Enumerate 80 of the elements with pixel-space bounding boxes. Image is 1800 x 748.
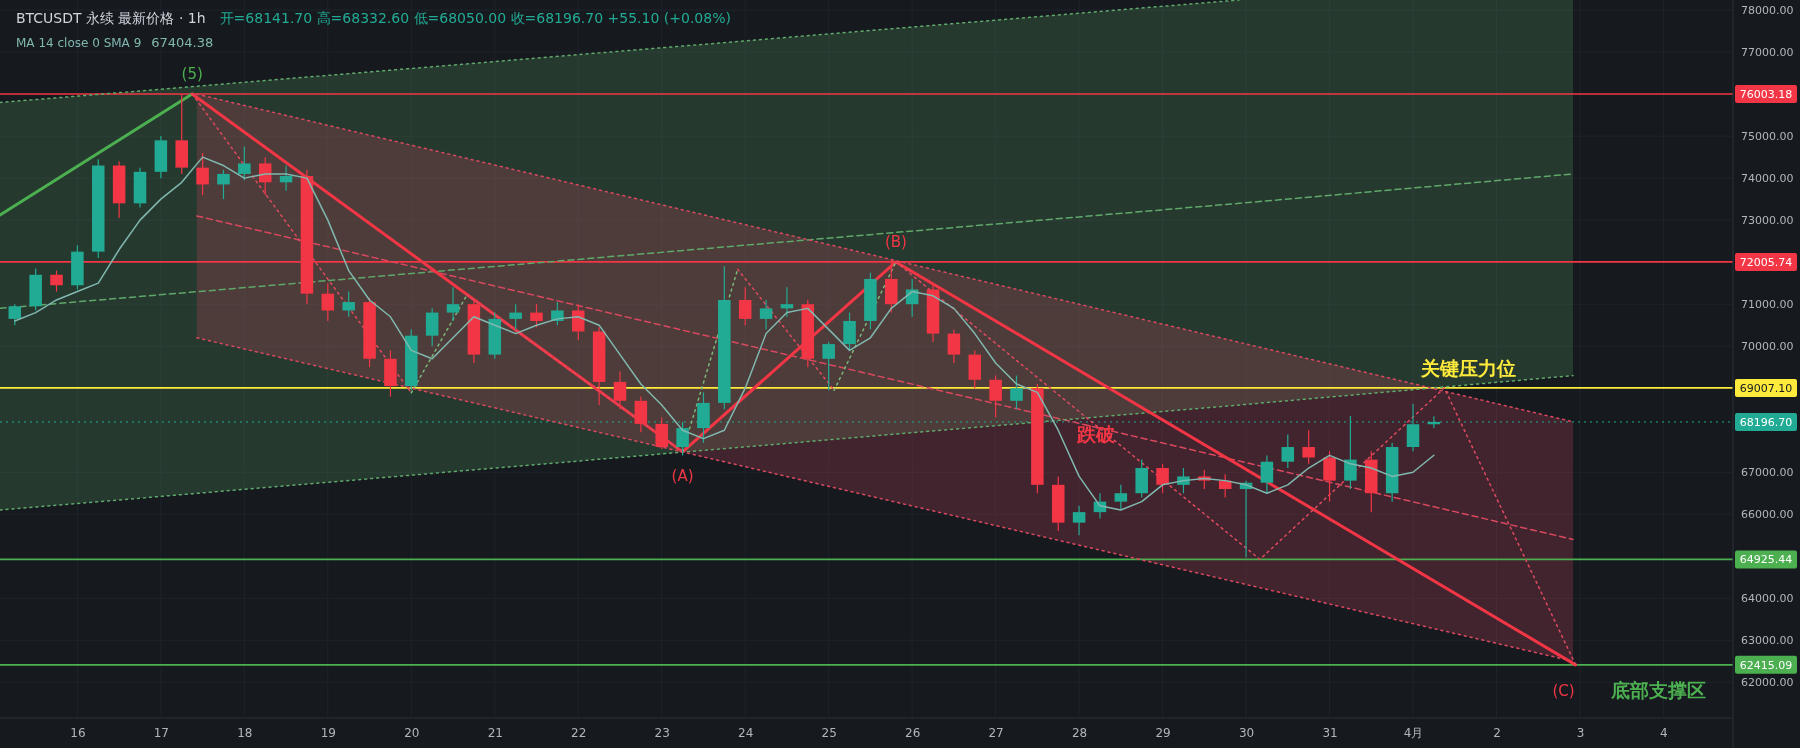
annotation: 底部支撑区 <box>1610 679 1707 702</box>
annotation: (C) <box>1552 682 1575 701</box>
y-tick-label: 67000.00 <box>1741 466 1794 480</box>
text: BTCUSDT 永续 最新价格 · 1h <box>16 10 206 26</box>
candlestick <box>238 146 251 181</box>
x-tick-label: 4 <box>1660 725 1668 740</box>
text: 开=68141.70 高=68332.60 低=68050.00 收=68196.70 +55.10 (+0.08%) <box>219 10 731 26</box>
ref-line-label: 76003.18 <box>1739 87 1793 101</box>
candlestick <box>571 303 585 341</box>
y-tick-label: 70000.00 <box>1741 340 1794 354</box>
y-tick-label: 62000.00 <box>1741 676 1794 690</box>
text: MA 14 close 0 SMA 9 <box>16 36 142 50</box>
annotation: (A) <box>671 467 694 486</box>
x-tick-label: 19 <box>320 725 336 740</box>
y-tick-label: 74000.00 <box>1741 172 1794 186</box>
candlestick <box>634 396 648 433</box>
x-tick-label: 21 <box>487 725 503 740</box>
candlestick <box>759 299 773 330</box>
candlestick <box>1260 454 1274 494</box>
annotation: 关键压力位 <box>1420 356 1517 379</box>
x-tick-label: 22 <box>571 725 587 740</box>
x-tick-label: 3 <box>1576 725 1585 740</box>
x-tick-label: 17 <box>153 725 170 740</box>
y-tick-label: 77000.00 <box>1741 46 1794 60</box>
candlestick <box>530 303 543 328</box>
candlestick <box>613 370 627 410</box>
candlestick <box>780 286 794 318</box>
x-tick-label: 24 <box>738 725 754 740</box>
y-tick-label: 63000.00 <box>1741 634 1794 648</box>
annotation: 跌破 <box>1076 423 1117 446</box>
candlestick <box>1114 484 1128 511</box>
candlestick <box>321 282 335 322</box>
candlestick <box>822 341 835 391</box>
candlestick <box>217 169 230 200</box>
candlestick <box>947 328 961 364</box>
x-tick-label: 27 <box>988 725 1004 740</box>
candlestick <box>196 152 209 196</box>
ref-line-label: 68196.70 <box>1739 415 1793 429</box>
candlestick <box>342 290 355 318</box>
annotation: (B) <box>884 233 907 252</box>
candlestick <box>738 286 752 326</box>
candlestick <box>1010 375 1023 410</box>
candlestick <box>843 311 856 351</box>
candlestick <box>1323 450 1336 503</box>
ref-line-label: 64925.44 <box>1739 553 1793 567</box>
candlestick <box>1072 505 1086 536</box>
y-tick-label: 75000.00 <box>1741 130 1794 144</box>
x-tick-label: 18 <box>237 725 253 740</box>
annotation: 67404.38 <box>151 35 214 50</box>
candlestick <box>446 286 460 322</box>
candlestick <box>50 269 63 293</box>
candlestick <box>279 164 293 192</box>
candlestick <box>1156 463 1169 494</box>
y-tick-label: 71000.00 <box>1741 298 1794 312</box>
candlestick <box>425 307 439 347</box>
x-tick-label: 4月 <box>1403 725 1424 740</box>
x-tick-label: 28 <box>1071 725 1088 740</box>
y-tick-label: 66000.00 <box>1741 508 1794 522</box>
x-tick-label: 23 <box>654 725 670 740</box>
annotation: (5) <box>181 65 203 84</box>
x-tick-label: 31 <box>1322 725 1338 740</box>
candlestick <box>509 303 522 330</box>
candlestick <box>655 417 668 450</box>
candlestick <box>1281 433 1295 469</box>
candlestick <box>989 375 1002 419</box>
ref-line-label: 72005.74 <box>1739 255 1793 269</box>
x-tick-label: 26 <box>905 725 921 740</box>
x-tick-label: 20 <box>404 725 420 740</box>
x-tick-label: 25 <box>821 725 837 740</box>
ref-line-label: 62415.09 <box>1739 658 1793 672</box>
x-tick-label: 2 <box>1493 725 1501 740</box>
y-tick-label: 64000.00 <box>1741 592 1794 606</box>
x-tick-label: 29 <box>1155 725 1171 740</box>
y-tick-label: 73000.00 <box>1741 214 1794 228</box>
candlestick <box>1302 429 1315 465</box>
ref-line-label: 69007.10 <box>1739 381 1793 395</box>
y-tick-label: 78000.00 <box>1741 4 1794 18</box>
x-tick-label: 30 <box>1238 725 1255 740</box>
x-tick-label: 16 <box>70 725 86 740</box>
candlestick <box>8 303 22 326</box>
